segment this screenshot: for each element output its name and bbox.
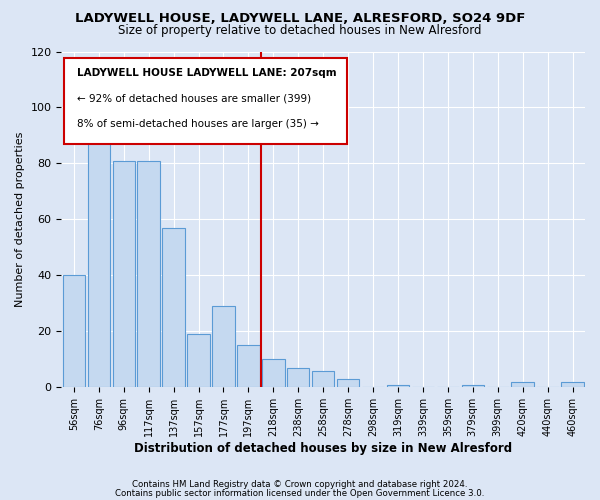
Bar [237, 346, 260, 388]
Text: Size of property relative to detached houses in New Alresford: Size of property relative to detached ho… [118, 24, 482, 37]
Bar [387, 384, 409, 388]
X-axis label: Distribution of detached houses by size in New Alresford: Distribution of detached houses by size … [134, 442, 512, 455]
Bar [461, 384, 484, 388]
Bar [287, 368, 310, 388]
Text: LADYWELL HOUSE, LADYWELL LANE, ALRESFORD, SO24 9DF: LADYWELL HOUSE, LADYWELL LANE, ALRESFORD… [75, 12, 525, 26]
Bar [187, 334, 210, 388]
Text: 8% of semi-detached houses are larger (35) →: 8% of semi-detached houses are larger (3… [77, 118, 319, 128]
Bar [511, 382, 534, 388]
Bar [212, 306, 235, 388]
Text: Contains public sector information licensed under the Open Government Licence 3.: Contains public sector information licen… [115, 489, 485, 498]
Text: LADYWELL HOUSE LADYWELL LANE: 207sqm: LADYWELL HOUSE LADYWELL LANE: 207sqm [77, 68, 337, 78]
Bar [337, 379, 359, 388]
Y-axis label: Number of detached properties: Number of detached properties [15, 132, 25, 307]
Bar [88, 136, 110, 388]
Bar [562, 382, 584, 388]
Bar [262, 360, 284, 388]
Bar [62, 276, 85, 388]
Text: Contains HM Land Registry data © Crown copyright and database right 2024.: Contains HM Land Registry data © Crown c… [132, 480, 468, 489]
Bar [312, 370, 334, 388]
FancyBboxPatch shape [64, 58, 347, 144]
Bar [137, 160, 160, 388]
Text: ← 92% of detached houses are smaller (399): ← 92% of detached houses are smaller (39… [77, 94, 311, 104]
Bar [163, 228, 185, 388]
Bar [113, 160, 135, 388]
